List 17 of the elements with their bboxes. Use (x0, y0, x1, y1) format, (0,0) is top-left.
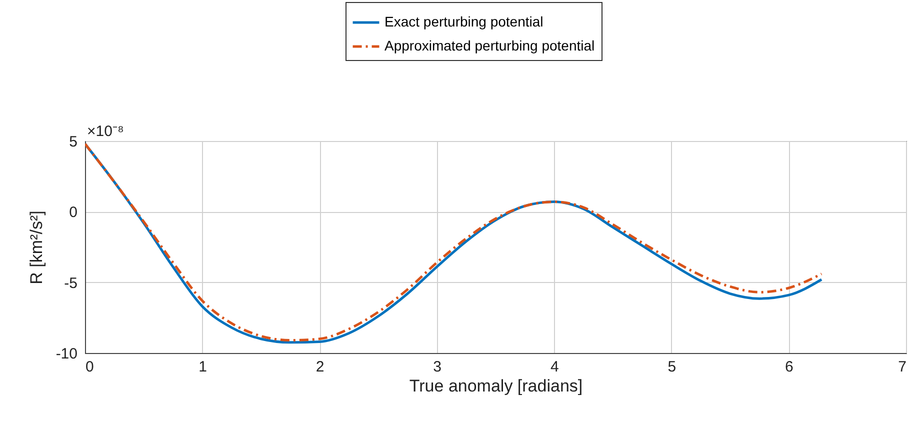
x-tick-label: 7 (898, 358, 906, 376)
x-tick-label: 4 (550, 358, 559, 376)
y-tick-label: -10 (56, 346, 78, 362)
x-tick-label: 2 (316, 358, 324, 376)
text: ×10⁻⁸ (87, 123, 124, 140)
legend-label: Exact perturbing potential (384, 14, 544, 30)
x-tick-label: 0 (86, 358, 94, 376)
y-tick-label: 5 (69, 134, 78, 150)
legend-label: Approximated perturbing potential (384, 38, 595, 54)
x-axis-title: True anomaly [radians] (409, 376, 583, 396)
x-tick-label: 1 (198, 358, 207, 376)
x-tick-label: 5 (668, 358, 676, 376)
y-tick-label: -5 (64, 274, 78, 292)
x-tick-label: 3 (433, 358, 442, 376)
y-tick-label: 0 (69, 204, 78, 222)
y-axis-title: R [km²/s²] (26, 210, 46, 284)
x-tick-label: 6 (785, 358, 794, 376)
